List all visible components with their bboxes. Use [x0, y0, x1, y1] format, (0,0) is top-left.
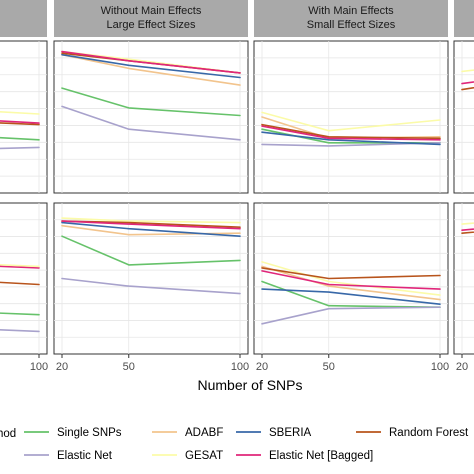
- panel-strip: [54, 0, 248, 37]
- series-line-single-snps: [61, 87, 241, 117]
- legend-label: GESAT: [185, 450, 223, 462]
- x-tick-label: 20: [456, 361, 468, 373]
- series-line-adabf: [261, 265, 441, 301]
- panel-frame: [0, 40, 48, 194]
- legend-label: ADABF: [185, 427, 223, 439]
- series-line-gesat: [261, 261, 441, 296]
- series-line-elastic-net-bagged: [261, 270, 441, 290]
- legend: hod Single SNPs Elastic Net ADABF GESAT SBER…: [0, 427, 469, 462]
- panel: Without Main Effects Large Effect Sizes: [53, 0, 249, 194]
- panel-strip-label: Small Effect Sizes: [307, 19, 396, 31]
- x-tick-label: 50: [123, 361, 135, 373]
- series-line-elastic-net-bagged: [0, 120, 40, 124]
- legend-item: ADABF: [152, 427, 223, 439]
- series-line-random-forest: [261, 267, 441, 280]
- x-tick-label: 20: [256, 361, 268, 373]
- panel-strip: [454, 0, 474, 37]
- x-tick-label: 100: [231, 361, 249, 373]
- panel-grid: [0, 41, 47, 193]
- series-line-elastic-net-bagged: [0, 265, 40, 269]
- series-line-gesat: [0, 111, 40, 115]
- panel-strip: [254, 0, 448, 37]
- legend-item: Elastic Net: [24, 450, 113, 462]
- series-line-elastic-net: [61, 277, 241, 295]
- series-line-single-snps: [0, 312, 40, 316]
- series-line-gesat: [0, 264, 40, 268]
- series-line-gesat: [261, 111, 441, 132]
- legend-label: Elastic Net [Bagged]: [269, 450, 373, 462]
- panel: [453, 202, 474, 355]
- series-line-random-forest: [0, 281, 40, 286]
- legend-label: Random Forest: [389, 427, 469, 439]
- panel-frame: [53, 40, 249, 194]
- panel: [0, 202, 48, 355]
- series-line-elastic-net-bagged: [261, 125, 441, 141]
- x-tick-label: 20: [56, 361, 68, 373]
- series-line-single-snps: [61, 235, 241, 266]
- series-line-gesat: [61, 217, 241, 224]
- series-line-elastic-net: [261, 142, 441, 147]
- panel-strip-label: Without Main Effects: [101, 5, 202, 17]
- legend-label: SBERIA: [269, 427, 312, 439]
- x-tick-label: 100: [431, 361, 449, 373]
- panel: [53, 202, 249, 355]
- panel-grid: [0, 203, 47, 354]
- legend-item: GESAT: [152, 450, 223, 462]
- x-axis: 100 20 50 100 20 50 100 20: [30, 354, 468, 373]
- panel: With Main Effects Small Effect Sizes: [253, 0, 449, 194]
- legend-label: Single SNPs: [57, 427, 122, 439]
- panel: [253, 202, 449, 355]
- series-line-adabf: [61, 53, 241, 86]
- x-axis-title: Number of SNPs: [197, 377, 302, 393]
- panel-strip-label: With Main Effects: [308, 5, 394, 17]
- series-line-single-snps: [0, 136, 40, 141]
- series-line-elastic-net-bagged: [61, 50, 241, 74]
- legend-item: SBERIA: [236, 427, 312, 439]
- legend-item: Random Forest: [356, 427, 469, 439]
- series-line-elastic-net: [0, 328, 40, 333]
- legend-title-fragment: hod: [0, 428, 16, 440]
- panel-grid: [454, 203, 474, 354]
- panel: [0, 0, 48, 194]
- series-line-elastic-net: [261, 306, 441, 325]
- panel-grid: [254, 203, 448, 354]
- panel-frame: [253, 40, 449, 194]
- series-line-sberia: [261, 288, 441, 306]
- series-line-sberia: [261, 131, 441, 146]
- series-line-random-forest: [261, 123, 441, 140]
- series-line-random-forest: [0, 122, 40, 126]
- panel-frame: [453, 40, 474, 194]
- series-line-elastic-net-bagged: [61, 220, 241, 230]
- legend-item: Elastic Net [Bagged]: [236, 450, 373, 462]
- panel-frame: [453, 202, 474, 355]
- series-line-sberia: [61, 221, 241, 237]
- x-tick-label: 100: [30, 361, 48, 373]
- panel-strip: [0, 0, 47, 37]
- panel: [453, 0, 474, 194]
- panel-strip-label: Large Effect Sizes: [106, 19, 196, 31]
- panel-grid: [54, 41, 248, 193]
- series-line-elastic-net: [61, 105, 241, 141]
- panel-grid: [454, 41, 474, 193]
- legend-item: Single SNPs: [24, 427, 122, 439]
- series-line-sberia: [61, 53, 241, 79]
- legend-label: Elastic Net: [57, 450, 113, 462]
- x-tick-label: 50: [323, 361, 335, 373]
- series-line-elastic-net: [0, 146, 40, 150]
